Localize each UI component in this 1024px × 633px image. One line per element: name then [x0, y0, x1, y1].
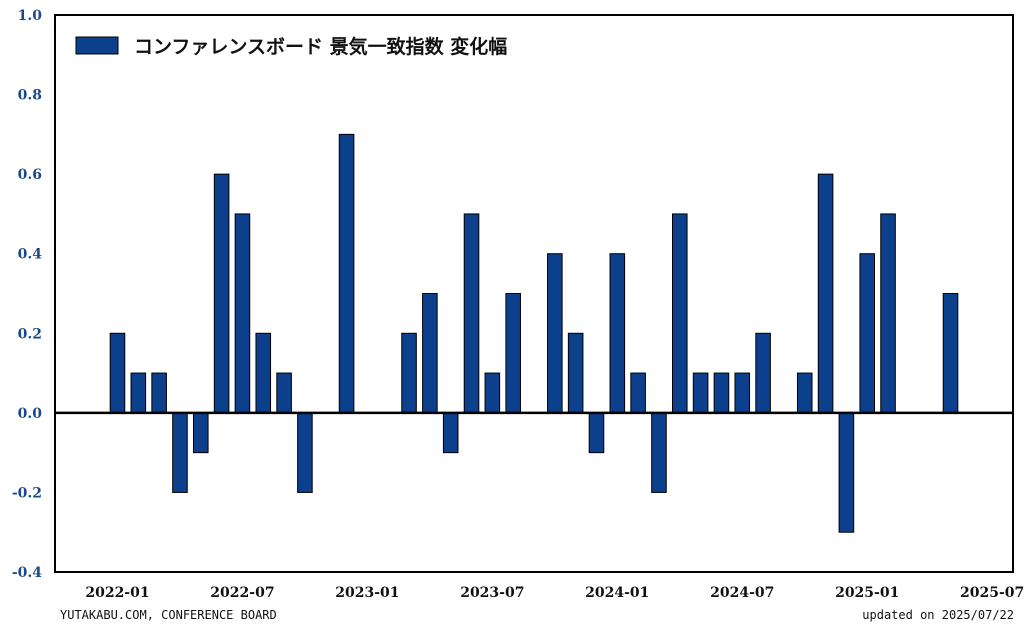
x-tick-label: 2023-01	[335, 585, 399, 601]
bar-2022-04	[172, 412, 188, 493]
bar-2024-03	[651, 412, 667, 493]
bar-2023-05	[442, 412, 459, 454]
bar-2023-11	[567, 332, 584, 414]
y-tick-label: 0.0	[18, 406, 43, 422]
bar-2024-05	[692, 372, 709, 414]
bar-2024-07	[734, 372, 751, 414]
x-tick-label: 2024-07	[710, 585, 774, 601]
x-tick-label: 2022-01	[85, 585, 149, 601]
x-tick-label: 2023-07	[460, 585, 524, 601]
x-tick-label: 2022-07	[210, 585, 274, 601]
y-tick-label: 0.8	[18, 88, 42, 104]
legend: コンファレンスボード 景気一致指数 変化幅	[75, 35, 507, 58]
bar-2024-01	[609, 253, 626, 414]
bar-2024-02	[630, 372, 646, 414]
bar-2022-07	[234, 213, 251, 414]
bars-layer	[109, 133, 959, 533]
y-tick-label: 0.6	[18, 167, 42, 183]
bar-2024-12	[838, 412, 855, 533]
plot-frame	[54, 14, 1014, 573]
x-axis-ticks: 2022-01 2022-07 2023-01 2023-07 2024-01 2024-…	[85, 585, 1024, 601]
bar-2023-07	[484, 372, 501, 414]
y-tick-label: -0.4	[12, 565, 42, 581]
bar-2022-01	[109, 332, 126, 414]
x-tick-label: 2025-01	[835, 585, 899, 601]
y-tick-label: 0.2	[18, 326, 42, 342]
bar-2023-06	[463, 213, 480, 414]
bar-2023-08	[505, 293, 521, 414]
bar-2024-04	[671, 213, 688, 414]
updated-date: updated on 2025/07/22	[862, 608, 1014, 622]
x-tick-label: 2025-07	[960, 585, 1024, 601]
y-tick-label: -0.2	[12, 485, 42, 501]
bar-2022-03	[151, 372, 167, 414]
bar-2023-04	[422, 293, 438, 414]
bar-2025-02	[880, 213, 896, 414]
legend-swatch	[75, 36, 119, 55]
source-credit: YUTAKABU.COM, CONFERENCE BOARD	[60, 608, 277, 622]
bar-2022-12	[338, 133, 355, 414]
bar-2022-02	[130, 372, 147, 414]
y-tick-label: 1.0	[18, 8, 43, 24]
bar-2025-05	[942, 293, 959, 414]
legend-label: コンファレンスボード 景気一致指数 変化幅	[134, 35, 507, 58]
x-tick-label: 2024-01	[585, 585, 649, 601]
bar-2024-06	[713, 372, 730, 414]
bar-2023-03	[401, 332, 417, 414]
y-tick-label: 0.4	[18, 247, 43, 263]
bar-2022-05	[192, 412, 209, 454]
bar-2024-08	[755, 332, 771, 414]
bar-2022-08	[255, 332, 272, 414]
bar-2024-10	[796, 372, 813, 414]
bar-2022-09	[276, 372, 292, 414]
bar-2022-06	[213, 173, 230, 414]
bar-2025-01	[859, 253, 876, 414]
bar-2023-12	[588, 412, 605, 454]
y-axis-ticks: 1.0 0.8 0.6 0.4 0.2 0.0 -0.2 -0.4	[12, 8, 42, 581]
bar-2023-10	[547, 253, 563, 414]
bar-2022-10	[297, 412, 313, 493]
bar-2024-11	[817, 173, 834, 414]
